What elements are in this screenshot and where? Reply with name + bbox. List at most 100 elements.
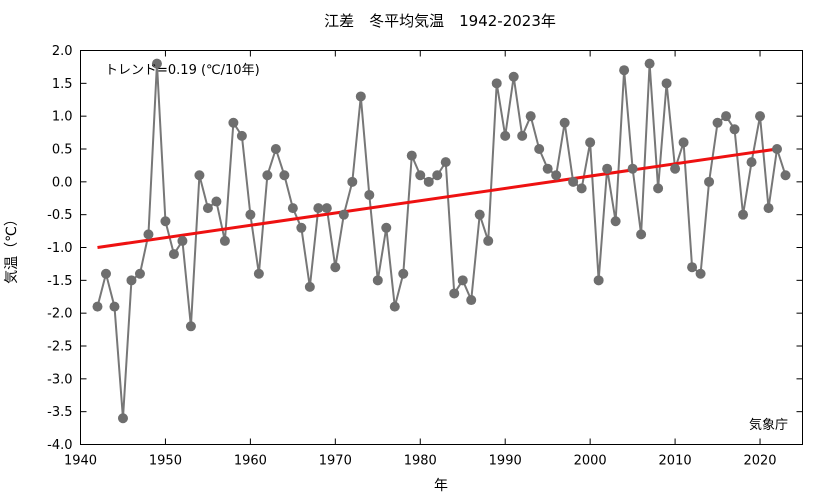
data-point bbox=[423, 176, 434, 187]
data-point bbox=[355, 91, 366, 102]
y-tick-label: -1.0 bbox=[47, 241, 72, 256]
data-point bbox=[321, 203, 332, 214]
y-tick-label: 1.5 bbox=[52, 77, 73, 92]
data-point bbox=[721, 111, 732, 122]
data-point bbox=[466, 295, 477, 306]
data-point bbox=[534, 144, 545, 154]
data-point bbox=[551, 170, 562, 181]
data-point bbox=[712, 117, 723, 128]
data-point bbox=[636, 229, 647, 240]
plot-frame bbox=[80, 50, 803, 445]
data-point bbox=[432, 170, 443, 181]
data-point bbox=[678, 137, 689, 148]
data-point bbox=[151, 58, 162, 69]
data-point bbox=[313, 203, 324, 214]
data-point bbox=[194, 170, 205, 181]
data-point bbox=[738, 209, 749, 220]
data-point bbox=[134, 268, 145, 279]
x-tick-label: 2010 bbox=[659, 454, 692, 469]
source-label: 気象庁 bbox=[749, 417, 788, 433]
data-point bbox=[109, 301, 120, 312]
data-point bbox=[474, 209, 485, 220]
data-point bbox=[772, 144, 783, 154]
data-point bbox=[653, 183, 664, 194]
data-point bbox=[296, 222, 307, 233]
data-point bbox=[687, 262, 698, 273]
data-point bbox=[593, 275, 604, 286]
data-point bbox=[695, 268, 706, 279]
y-tick-label: -2.5 bbox=[47, 340, 72, 355]
x-tick-label: 1980 bbox=[404, 454, 437, 469]
data-point bbox=[304, 281, 315, 292]
chart-title: 江差 冬平均気温 1942-2023年 bbox=[324, 12, 556, 30]
y-axis: 2.0 1.5 1.0 0.5 0.0 -0.5 -1.0 -1.5 -2.0 -2.5 -3.0 -… bbox=[47, 44, 803, 453]
data-point bbox=[729, 124, 740, 135]
x-axis-label: 年 bbox=[434, 478, 448, 494]
data-point bbox=[100, 268, 111, 279]
x-tick-label: 1940 bbox=[64, 454, 97, 469]
data-point bbox=[381, 222, 392, 233]
data-point bbox=[670, 163, 681, 174]
data-point bbox=[406, 150, 417, 161]
data-point bbox=[92, 301, 103, 312]
data-point bbox=[126, 275, 137, 286]
data-point bbox=[168, 249, 179, 260]
trend-layer bbox=[97, 147, 778, 249]
y-tick-label: -2.0 bbox=[47, 307, 72, 322]
y-tick-label: 1.0 bbox=[52, 110, 73, 125]
data-point bbox=[219, 235, 230, 246]
data-point bbox=[602, 163, 613, 174]
data-point bbox=[330, 262, 341, 273]
data-point bbox=[338, 209, 349, 220]
data-point bbox=[483, 235, 494, 246]
data-point bbox=[610, 216, 621, 227]
data-point bbox=[245, 209, 256, 220]
data-point bbox=[185, 321, 196, 332]
data-point bbox=[449, 288, 460, 299]
data-point bbox=[287, 203, 298, 214]
data-point bbox=[398, 268, 409, 279]
data-point bbox=[755, 111, 766, 122]
data-point bbox=[457, 275, 468, 286]
y-tick-label: -4.0 bbox=[47, 438, 72, 453]
data-point bbox=[143, 229, 154, 240]
data-point bbox=[177, 235, 188, 246]
data-point bbox=[202, 203, 213, 214]
data-point bbox=[228, 117, 239, 128]
data-point bbox=[568, 176, 579, 187]
data-point bbox=[211, 196, 222, 207]
y-tick-label: 0.5 bbox=[52, 143, 73, 158]
data-point bbox=[619, 65, 630, 76]
data-point bbox=[415, 170, 426, 181]
data-point bbox=[585, 137, 596, 148]
x-tick-label: 2000 bbox=[574, 454, 607, 469]
x-axis: 1940 1950 1960 1970 1980 1990 2000 2010 2020 bbox=[64, 50, 777, 469]
x-tick-label: 1950 bbox=[149, 454, 182, 469]
data-point bbox=[279, 170, 290, 181]
x-tick-label: 1990 bbox=[489, 454, 522, 469]
data-point bbox=[372, 275, 383, 286]
data-point bbox=[627, 163, 638, 174]
trend-label: トレンド=0.19 (℃/10年) bbox=[105, 63, 260, 78]
data-point bbox=[508, 71, 519, 82]
data-point bbox=[389, 301, 400, 312]
y-tick-label: 2.0 bbox=[52, 44, 73, 59]
data-point bbox=[576, 183, 587, 194]
temperature-series-line bbox=[96, 62, 787, 420]
data-point bbox=[517, 130, 528, 141]
y-tick-label: -3.5 bbox=[47, 405, 72, 420]
data-point bbox=[661, 78, 672, 89]
data-point bbox=[780, 170, 791, 181]
data-point bbox=[491, 78, 502, 89]
data-point bbox=[500, 130, 511, 141]
data-point bbox=[364, 189, 375, 200]
series-layer bbox=[96, 62, 787, 420]
y-tick-label: -0.5 bbox=[47, 208, 72, 223]
y-axis-label: 気温（℃） bbox=[4, 212, 20, 284]
y-tick-label: -1.5 bbox=[47, 274, 72, 289]
x-tick-label: 2020 bbox=[743, 454, 776, 469]
data-point bbox=[746, 157, 757, 168]
data-point bbox=[704, 176, 715, 187]
data-point bbox=[270, 144, 281, 154]
data-point bbox=[347, 176, 358, 187]
